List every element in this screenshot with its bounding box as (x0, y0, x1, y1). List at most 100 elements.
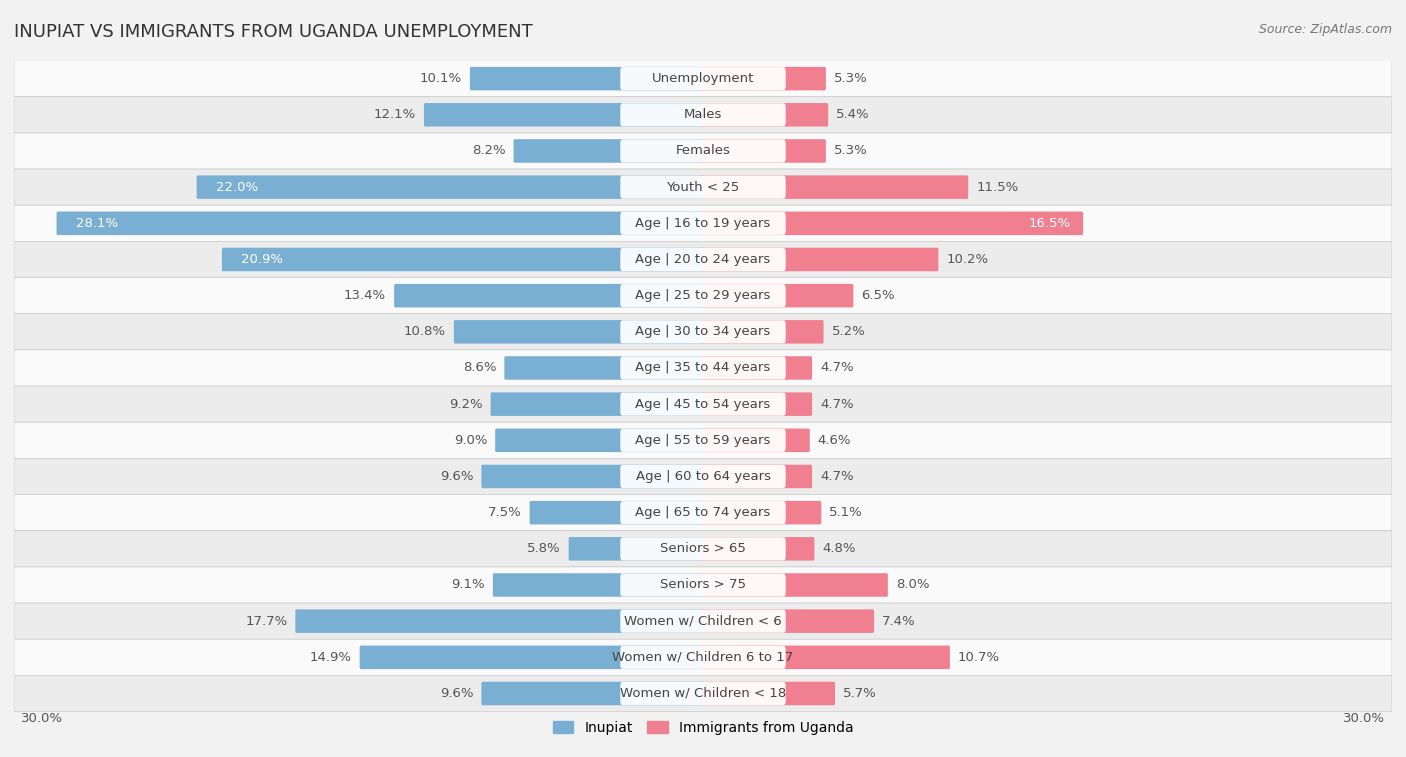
FancyBboxPatch shape (14, 350, 1392, 386)
Text: Males: Males (683, 108, 723, 121)
FancyBboxPatch shape (702, 139, 825, 163)
Text: 4.8%: 4.8% (823, 542, 856, 556)
FancyBboxPatch shape (620, 682, 786, 705)
FancyBboxPatch shape (568, 537, 704, 561)
FancyBboxPatch shape (620, 609, 786, 633)
Text: 5.3%: 5.3% (834, 72, 868, 85)
Text: Women w/ Children 6 to 17: Women w/ Children 6 to 17 (613, 651, 793, 664)
Text: 10.2%: 10.2% (946, 253, 988, 266)
FancyBboxPatch shape (702, 609, 875, 633)
FancyBboxPatch shape (620, 428, 786, 452)
FancyBboxPatch shape (702, 357, 813, 380)
Text: Age | 45 to 54 years: Age | 45 to 54 years (636, 397, 770, 410)
FancyBboxPatch shape (14, 422, 1392, 459)
Text: 7.5%: 7.5% (488, 506, 522, 519)
Text: 9.6%: 9.6% (440, 470, 474, 483)
FancyBboxPatch shape (620, 139, 786, 163)
FancyBboxPatch shape (494, 573, 704, 597)
Text: 4.7%: 4.7% (820, 397, 853, 410)
Text: Unemployment: Unemployment (652, 72, 754, 85)
Text: 9.6%: 9.6% (440, 687, 474, 700)
FancyBboxPatch shape (513, 139, 704, 163)
Text: Age | 30 to 34 years: Age | 30 to 34 years (636, 326, 770, 338)
Text: 5.1%: 5.1% (830, 506, 863, 519)
FancyBboxPatch shape (620, 248, 786, 271)
FancyBboxPatch shape (14, 97, 1392, 133)
FancyBboxPatch shape (14, 241, 1392, 278)
FancyBboxPatch shape (620, 501, 786, 525)
Text: 11.5%: 11.5% (976, 181, 1018, 194)
FancyBboxPatch shape (491, 392, 704, 416)
FancyBboxPatch shape (14, 278, 1392, 313)
FancyBboxPatch shape (620, 176, 786, 199)
Text: 12.1%: 12.1% (374, 108, 416, 121)
FancyBboxPatch shape (702, 103, 828, 126)
Text: 13.4%: 13.4% (344, 289, 387, 302)
FancyBboxPatch shape (14, 531, 1392, 567)
FancyBboxPatch shape (530, 501, 704, 525)
FancyBboxPatch shape (505, 357, 704, 380)
FancyBboxPatch shape (620, 284, 786, 307)
Text: 16.5%: 16.5% (1028, 217, 1070, 230)
Text: 9.2%: 9.2% (449, 397, 482, 410)
FancyBboxPatch shape (702, 465, 813, 488)
FancyBboxPatch shape (14, 205, 1392, 241)
FancyBboxPatch shape (14, 494, 1392, 531)
Text: 5.8%: 5.8% (527, 542, 561, 556)
Text: Women w/ Children < 18: Women w/ Children < 18 (620, 687, 786, 700)
Text: Age | 16 to 19 years: Age | 16 to 19 years (636, 217, 770, 230)
FancyBboxPatch shape (702, 248, 938, 271)
Text: Age | 20 to 24 years: Age | 20 to 24 years (636, 253, 770, 266)
FancyBboxPatch shape (620, 537, 786, 560)
FancyBboxPatch shape (14, 459, 1392, 494)
Text: Age | 35 to 44 years: Age | 35 to 44 years (636, 362, 770, 375)
Text: 17.7%: 17.7% (245, 615, 287, 628)
Text: 5.2%: 5.2% (831, 326, 865, 338)
Text: 30.0%: 30.0% (21, 712, 63, 724)
FancyBboxPatch shape (360, 646, 704, 669)
FancyBboxPatch shape (702, 537, 814, 561)
FancyBboxPatch shape (620, 103, 786, 126)
Text: Source: ZipAtlas.com: Source: ZipAtlas.com (1258, 23, 1392, 36)
FancyBboxPatch shape (620, 212, 786, 235)
FancyBboxPatch shape (56, 211, 704, 235)
Text: 22.0%: 22.0% (217, 181, 259, 194)
Text: 9.0%: 9.0% (454, 434, 486, 447)
FancyBboxPatch shape (620, 67, 786, 90)
FancyBboxPatch shape (702, 211, 1083, 235)
FancyBboxPatch shape (425, 103, 704, 126)
FancyBboxPatch shape (14, 639, 1392, 675)
FancyBboxPatch shape (14, 603, 1392, 639)
Text: 10.8%: 10.8% (404, 326, 446, 338)
FancyBboxPatch shape (702, 501, 821, 525)
FancyBboxPatch shape (702, 428, 810, 452)
FancyBboxPatch shape (620, 573, 786, 597)
Text: 4.7%: 4.7% (820, 362, 853, 375)
Text: 20.9%: 20.9% (242, 253, 284, 266)
FancyBboxPatch shape (702, 646, 950, 669)
FancyBboxPatch shape (620, 646, 786, 669)
FancyBboxPatch shape (620, 320, 786, 344)
FancyBboxPatch shape (222, 248, 704, 271)
FancyBboxPatch shape (620, 465, 786, 488)
FancyBboxPatch shape (14, 675, 1392, 712)
Text: 28.1%: 28.1% (76, 217, 118, 230)
Text: 5.7%: 5.7% (844, 687, 877, 700)
FancyBboxPatch shape (620, 393, 786, 416)
Text: 4.6%: 4.6% (818, 434, 851, 447)
Legend: Inupiat, Immigrants from Uganda: Inupiat, Immigrants from Uganda (547, 715, 859, 740)
FancyBboxPatch shape (620, 357, 786, 379)
Text: Age | 65 to 74 years: Age | 65 to 74 years (636, 506, 770, 519)
Text: Age | 25 to 29 years: Age | 25 to 29 years (636, 289, 770, 302)
FancyBboxPatch shape (702, 573, 887, 597)
FancyBboxPatch shape (14, 169, 1392, 205)
FancyBboxPatch shape (14, 567, 1392, 603)
FancyBboxPatch shape (14, 133, 1392, 169)
Text: INUPIAT VS IMMIGRANTS FROM UGANDA UNEMPLOYMENT: INUPIAT VS IMMIGRANTS FROM UGANDA UNEMPL… (14, 23, 533, 41)
FancyBboxPatch shape (481, 465, 704, 488)
FancyBboxPatch shape (454, 320, 704, 344)
Text: 14.9%: 14.9% (309, 651, 352, 664)
Text: 30.0%: 30.0% (1343, 712, 1385, 724)
Text: 8.6%: 8.6% (463, 362, 496, 375)
Text: 9.1%: 9.1% (451, 578, 485, 591)
